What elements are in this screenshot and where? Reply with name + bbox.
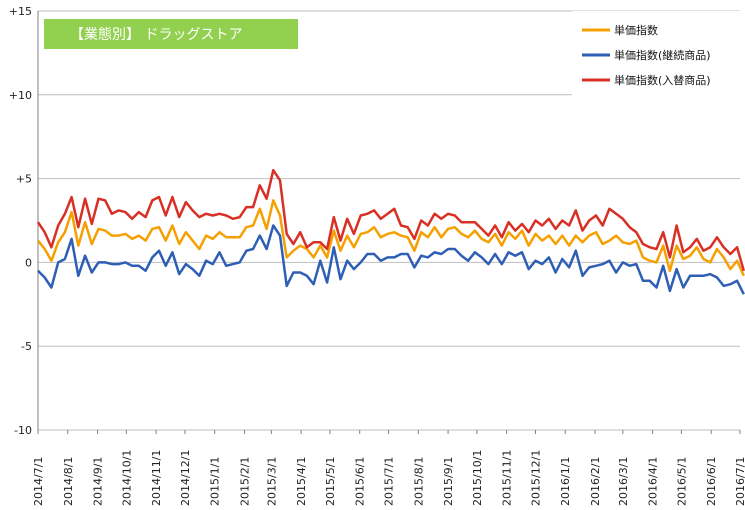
x-tick-label: 2015/3/1 xyxy=(265,457,278,506)
series-line xyxy=(36,168,745,272)
y-tick-label: 0 xyxy=(25,256,32,269)
x-tick-label: 2016/3/1 xyxy=(617,457,630,506)
x-tick-label: 2015/7/1 xyxy=(383,457,396,506)
x-tick-label: 2016/6/1 xyxy=(705,457,718,506)
x-tick-label: 2015/2/1 xyxy=(238,457,251,506)
x-tick-label: 2015/1/1 xyxy=(209,457,222,506)
x-tick-label: 2015/9/1 xyxy=(442,457,455,506)
x-tick-label: 2016/1/1 xyxy=(559,457,572,506)
x-tick-label: 2014/8/1 xyxy=(62,457,75,506)
x-tick-label: 2014/9/1 xyxy=(92,457,105,506)
series-line xyxy=(37,199,745,277)
chart-title: 【業態別】 ドラッグストア xyxy=(70,27,242,43)
x-tick-label: 2015/5/1 xyxy=(324,457,337,506)
y-tick-label: +5 xyxy=(16,173,32,186)
x-tick-label: 2015/8/1 xyxy=(412,457,425,506)
x-tick-label: 2014/12/1 xyxy=(179,450,192,506)
x-axis: 2014/7/1 2014/8/1 2014/9/1 2014/10/1 2014/11… xyxy=(32,430,745,506)
legend-label: 単価指数 xyxy=(614,23,658,37)
y-tick-label: -10 xyxy=(14,424,32,437)
x-tick-label: 2015/6/1 xyxy=(354,457,367,506)
x-tick-label: 2016/4/1 xyxy=(647,457,660,506)
y-tick-label: +15 xyxy=(9,5,32,18)
y-axis: +15 +10 +5 0 -5 -10 xyxy=(9,5,39,437)
y-tick-label: -5 xyxy=(21,340,32,353)
y-tick-label: +10 xyxy=(9,89,32,102)
series-lines xyxy=(36,168,745,295)
x-tick-label: 2016/7/1 xyxy=(734,457,745,506)
x-tick-label: 2016/5/1 xyxy=(675,457,688,506)
x-tick-label: 2014/7/1 xyxy=(32,457,45,506)
x-tick-label: 2015/10/1 xyxy=(471,450,484,506)
x-tick-label: 2015/11/1 xyxy=(501,450,514,506)
x-tick-label: 2014/11/1 xyxy=(150,450,163,506)
x-tick-label: 2016/2/1 xyxy=(589,457,602,506)
x-tick-label: 2014/10/1 xyxy=(120,450,133,506)
x-tick-label: 2015/4/1 xyxy=(295,457,308,506)
legend-label: 単価指数(継続商品) xyxy=(614,48,711,62)
series-line xyxy=(37,224,745,295)
x-tick-label: 2015/12/1 xyxy=(529,450,542,506)
chart-title-box: 【業態別】 ドラッグストア xyxy=(44,19,298,49)
chart-title-background xyxy=(44,19,298,49)
legend-label: 単価指数(入替商品) xyxy=(614,73,711,87)
